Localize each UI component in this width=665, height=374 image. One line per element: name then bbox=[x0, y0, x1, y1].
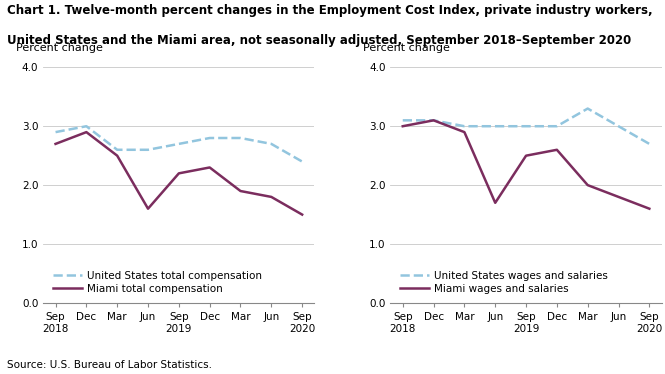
Miami wages and salaries bbox=[614, 194, 622, 199]
Line: Miami wages and salaries: Miami wages and salaries bbox=[403, 120, 649, 209]
United States wages and salaries bbox=[553, 124, 561, 128]
Legend: United States wages and salaries, Miami wages and salaries: United States wages and salaries, Miami … bbox=[396, 267, 612, 298]
United States total compensation bbox=[298, 159, 306, 164]
Text: Percent change: Percent change bbox=[16, 43, 103, 53]
United States total compensation bbox=[144, 147, 152, 152]
Miami wages and salaries bbox=[553, 147, 561, 152]
United States wages and salaries bbox=[430, 118, 438, 123]
Miami wages and salaries bbox=[584, 183, 592, 187]
Miami total compensation bbox=[298, 212, 306, 217]
Miami total compensation bbox=[237, 189, 245, 193]
United States total compensation bbox=[237, 136, 245, 140]
Text: Source: U.S. Bureau of Labor Statistics.: Source: U.S. Bureau of Labor Statistics. bbox=[7, 360, 211, 370]
Miami wages and salaries bbox=[522, 153, 530, 158]
Line: Miami total compensation: Miami total compensation bbox=[56, 132, 302, 215]
United States wages and salaries bbox=[614, 124, 622, 128]
Miami total compensation bbox=[205, 165, 213, 170]
Miami total compensation bbox=[82, 130, 90, 134]
Miami total compensation bbox=[144, 206, 152, 211]
Miami wages and salaries bbox=[645, 206, 653, 211]
United States wages and salaries bbox=[522, 124, 530, 128]
Miami total compensation bbox=[113, 153, 121, 158]
Miami total compensation bbox=[267, 194, 275, 199]
Miami wages and salaries bbox=[491, 200, 499, 205]
United States total compensation bbox=[52, 130, 60, 134]
United States total compensation bbox=[82, 124, 90, 128]
Miami wages and salaries bbox=[399, 124, 407, 128]
United States wages and salaries bbox=[460, 124, 468, 128]
United States total compensation bbox=[113, 147, 121, 152]
Text: United States and the Miami area, not seasonally adjusted, September 2018–Septem: United States and the Miami area, not se… bbox=[7, 34, 631, 47]
Line: United States wages and salaries: United States wages and salaries bbox=[403, 108, 649, 144]
United States wages and salaries bbox=[399, 118, 407, 123]
Text: Chart 1. Twelve-month percent changes in the Employment Cost Index, private indu: Chart 1. Twelve-month percent changes in… bbox=[7, 4, 652, 17]
Miami wages and salaries bbox=[430, 118, 438, 123]
Legend: United States total compensation, Miami total compensation: United States total compensation, Miami … bbox=[49, 267, 267, 298]
United States wages and salaries bbox=[584, 106, 592, 111]
Text: Percent change: Percent change bbox=[363, 43, 450, 53]
Miami total compensation bbox=[175, 171, 183, 176]
United States wages and salaries bbox=[491, 124, 499, 128]
Line: United States total compensation: United States total compensation bbox=[56, 126, 302, 162]
United States total compensation bbox=[175, 142, 183, 146]
United States wages and salaries bbox=[645, 142, 653, 146]
United States total compensation bbox=[205, 136, 213, 140]
United States total compensation bbox=[267, 142, 275, 146]
Miami wages and salaries bbox=[460, 130, 468, 134]
Miami total compensation bbox=[52, 142, 60, 146]
